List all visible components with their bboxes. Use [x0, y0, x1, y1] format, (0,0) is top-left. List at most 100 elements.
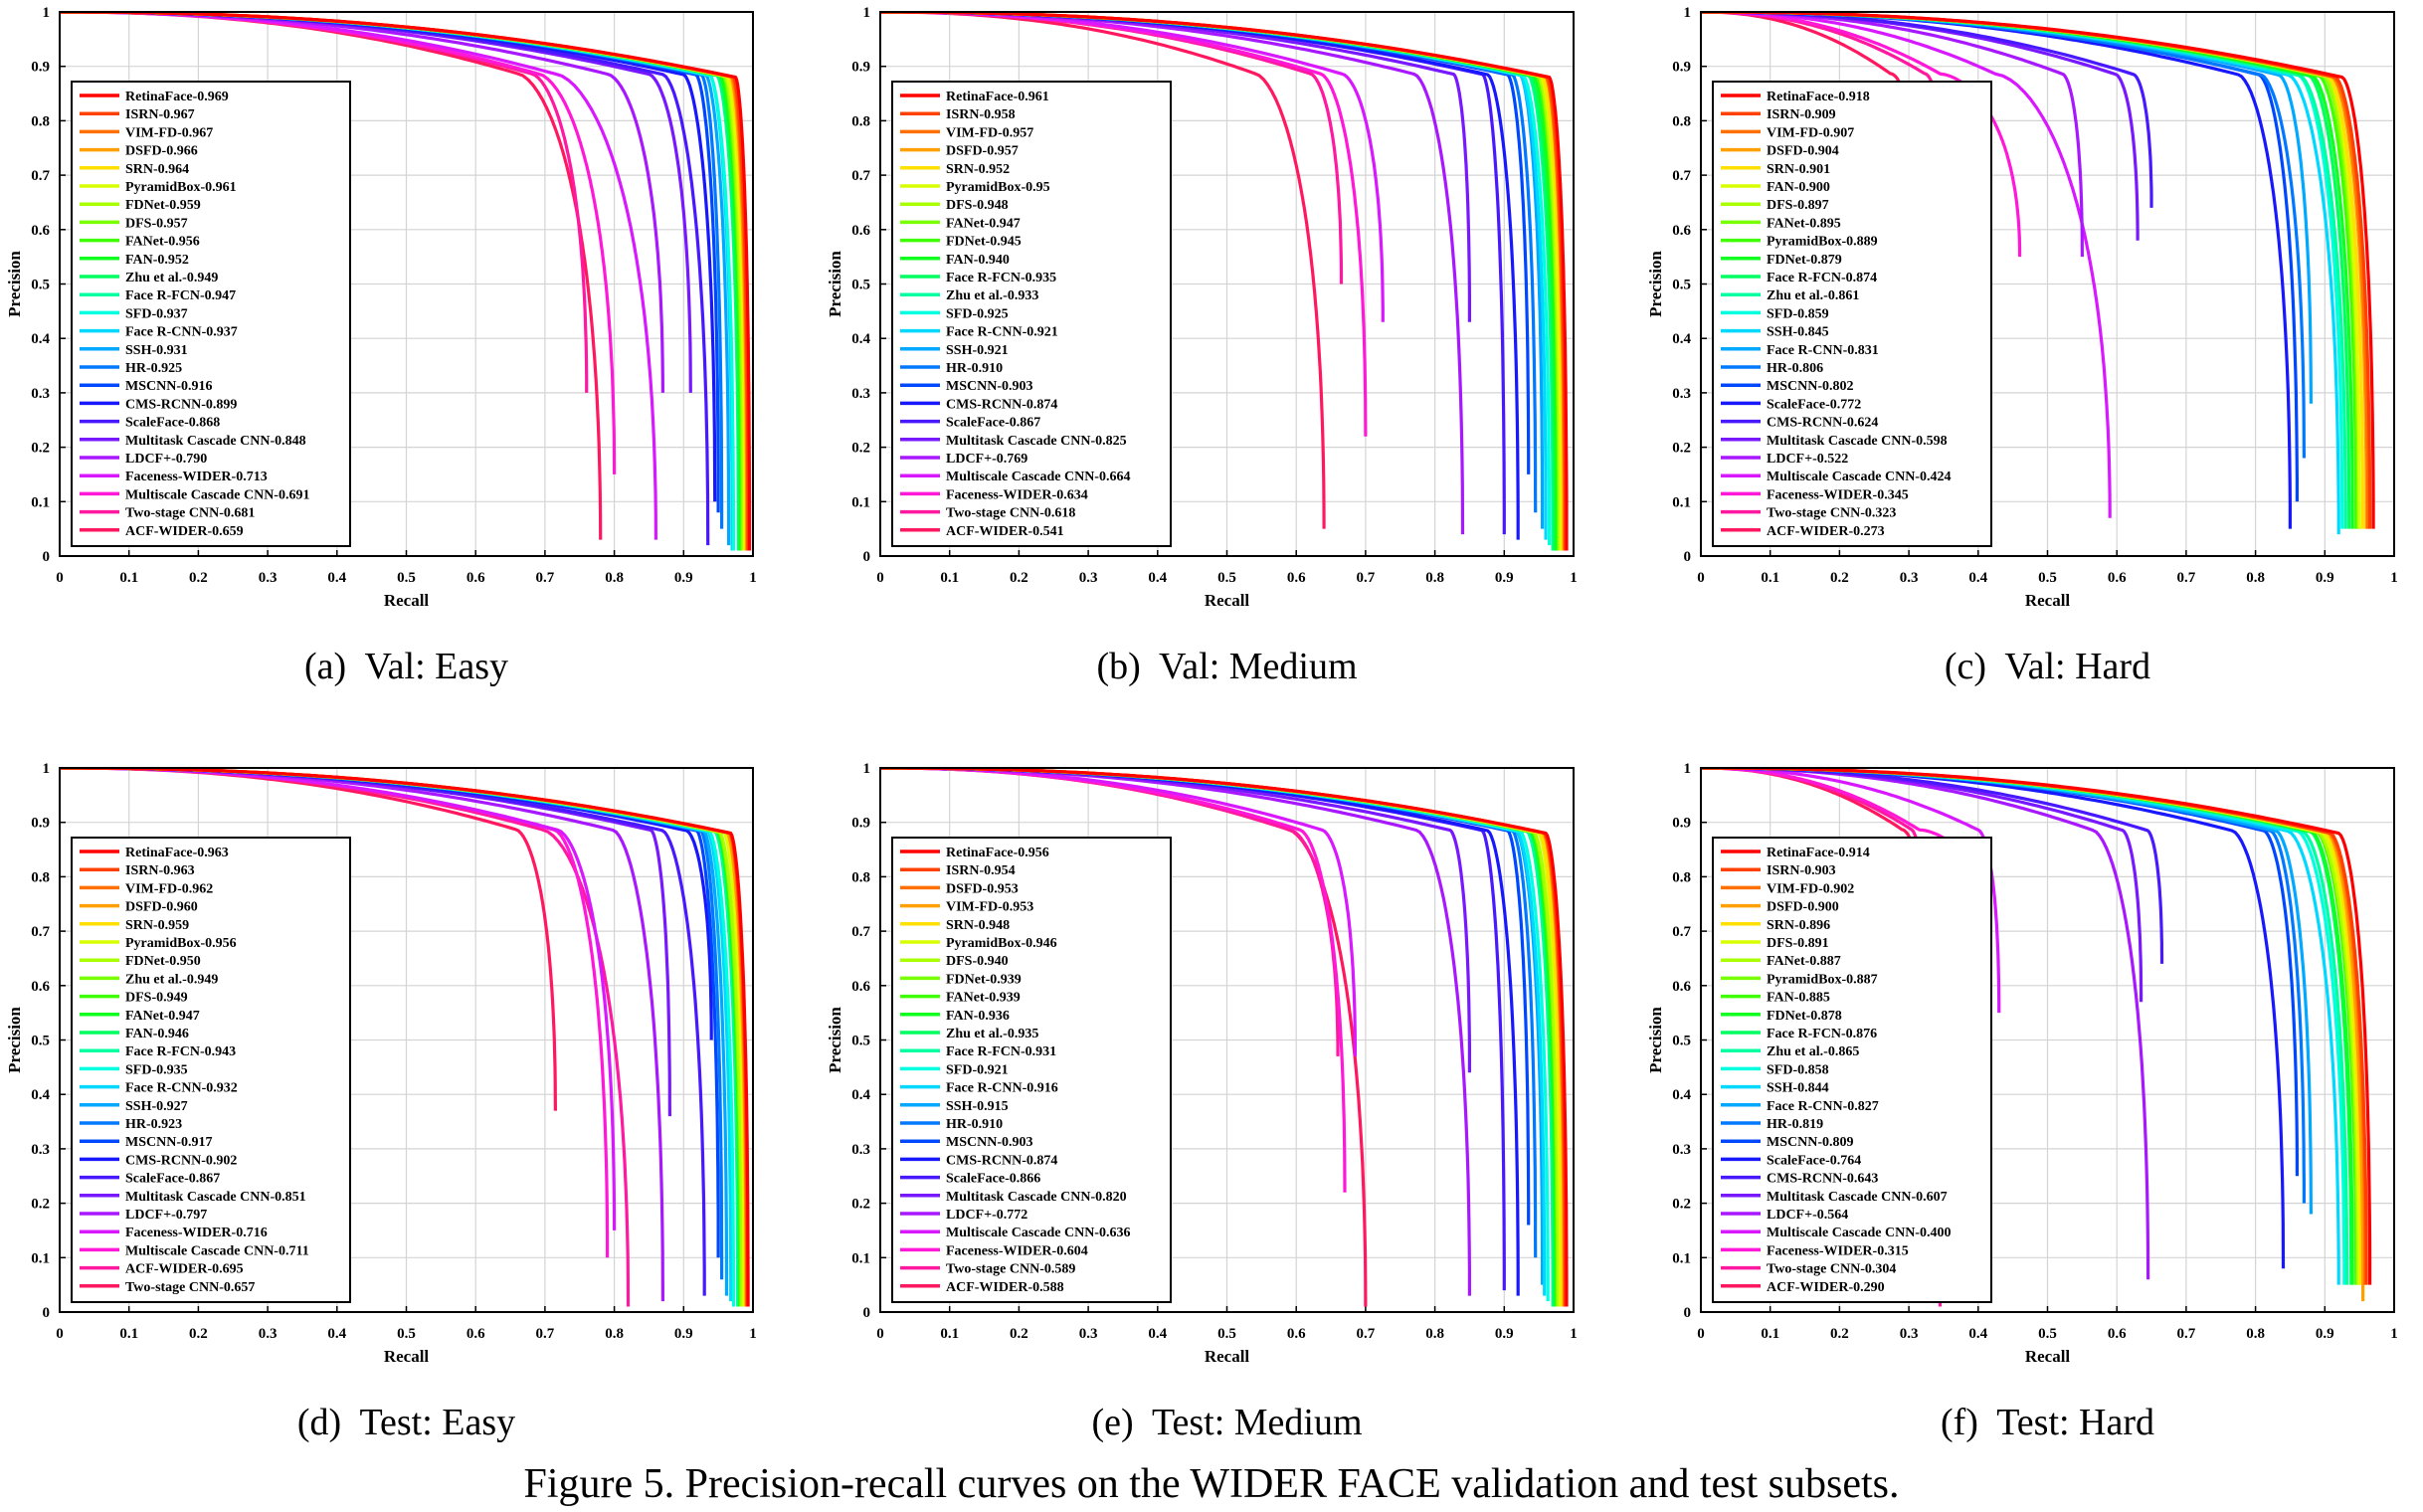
legend-entry: HR-0.819: [1767, 1117, 1823, 1132]
legend-entry: FAN-0.946: [125, 1027, 189, 1041]
y-tick-label: 0.1: [1672, 1250, 1691, 1266]
legend-entry: SFD-0.858: [1767, 1062, 1829, 1077]
x-tick-label: 0.6: [1287, 570, 1306, 586]
legend-entry: FANet-0.947: [946, 216, 1021, 231]
x-tick-label: 0.4: [1148, 570, 1167, 586]
x-tick-label: 0.5: [397, 1326, 416, 1342]
x-tick-label: 0.1: [1761, 570, 1779, 586]
x-axis-label: Recall: [384, 591, 430, 610]
legend-entry: SRN-0.959: [125, 918, 189, 933]
x-tick-label: 1: [1570, 1326, 1578, 1342]
x-tick-label: 0.3: [259, 1326, 278, 1342]
y-tick-label: 0: [43, 549, 51, 565]
x-tick-label: 0.5: [1217, 570, 1236, 586]
legend-entry: Multitask Cascade CNN-0.820: [946, 1190, 1127, 1205]
legend-entry: CMS-RCNN-0.643: [1767, 1172, 1878, 1187]
figure-caption: Figure 5. Precision-recall curves on the…: [523, 1461, 1900, 1507]
x-tick-label: 0.6: [466, 570, 485, 586]
legend-entry: Two-stage CNN-0.304: [1767, 1262, 1896, 1277]
y-tick-label: 0.2: [1672, 441, 1691, 457]
x-tick-label: 0.3: [1079, 1326, 1098, 1342]
y-tick-label: 0.3: [851, 386, 870, 402]
subcaption-3: (c) Val: Hard: [1944, 646, 2151, 687]
legend-entry: MSCNN-0.903: [946, 379, 1033, 394]
y-tick-label: 0.6: [1672, 223, 1691, 239]
legend-entry: PyramidBox-0.889: [1767, 235, 1878, 250]
x-tick-label: 0.2: [189, 570, 208, 586]
legend-entry: SFD-0.937: [125, 306, 188, 321]
series-line: [880, 768, 1569, 1307]
y-tick-label: 0: [1684, 549, 1692, 565]
legend-entry: DSFD-0.900: [1767, 900, 1839, 915]
x-tick-label: 0.4: [1968, 570, 1987, 586]
x-tick-label: 0: [56, 570, 64, 586]
legend-entry: Two-stage CNN-0.681: [125, 506, 255, 521]
x-tick-label: 0.5: [397, 570, 416, 586]
plot-frame: [59, 767, 754, 1313]
y-tick-label: 0.2: [31, 1197, 50, 1213]
y-tick-label: 0.3: [1672, 386, 1691, 402]
x-tick-label: 0.3: [259, 570, 278, 586]
legend-entry: Zhu et al.-0.861: [1767, 288, 1859, 303]
y-tick-label: 0.5: [851, 278, 870, 293]
legend-entry: ACF-WIDER-0.290: [1767, 1280, 1885, 1295]
x-tick-label: 0.8: [605, 1326, 624, 1342]
legend-entry: DSFD-0.957: [946, 144, 1019, 159]
legend-entry: Face R-CNN-0.932: [125, 1081, 238, 1096]
x-tick-label: 0.7: [1357, 570, 1376, 586]
y-tick-label: 0.8: [851, 869, 870, 885]
pr-chart-6: 0 0.1 0.2 0.3 0.4 0.5 0.6 0.7 0.8 0.9 1 0 0.1 0.2 0.3 0…: [1646, 761, 2398, 1366]
y-tick-label: 1: [863, 761, 871, 777]
legend-entry: RetinaFace-0.914: [1767, 846, 1870, 860]
x-axis-label: Recall: [1205, 591, 1250, 610]
y-tick-label: 0.5: [851, 1034, 870, 1049]
y-axis-label: Precision: [1646, 251, 1665, 317]
legend-entry: Zhu et al.-0.933: [946, 288, 1038, 303]
y-tick-label: 0.9: [851, 60, 870, 76]
x-tick-label: 0.8: [2246, 570, 2265, 586]
y-tick-label: 0.9: [31, 60, 50, 76]
legend-entry: ScaleFace-0.866: [946, 1172, 1040, 1187]
y-tick-label: 0.1: [31, 494, 50, 510]
legend-entry: SSH-0.844: [1767, 1081, 1829, 1096]
legend-entry: SSH-0.915: [946, 1099, 1009, 1114]
x-tick-label: 0.8: [1425, 570, 1444, 586]
legend-entry: SSH-0.927: [125, 1099, 188, 1114]
legend-entry: ACF-WIDER-0.695: [125, 1262, 244, 1277]
legend-entry: CMS-RCNN-0.899: [125, 397, 237, 412]
x-tick-label: 0.4: [1968, 1326, 1987, 1342]
y-tick-label: 0.4: [851, 1087, 870, 1103]
curves: [60, 768, 750, 1307]
pr-chart-2: 0 0.1 0.2 0.3 0.4 0.5 0.6 0.7 0.8 0.9 1 0 0.1 0.2 0.3 0…: [826, 5, 1578, 610]
legend-entry: MSCNN-0.916: [125, 379, 213, 394]
subcaption-5: (e) Test: Medium: [1091, 1402, 1363, 1443]
legend-entry: VIM-FD-0.967: [125, 125, 213, 140]
legend-entry: DFS-0.897: [1767, 198, 1829, 213]
x-tick-label: 0.4: [327, 1326, 346, 1342]
x-tick-label: 0.4: [1148, 1326, 1167, 1342]
y-tick-label: 0: [863, 1305, 871, 1321]
y-tick-label: 0.3: [851, 1142, 870, 1158]
legend-entry: HR-0.923: [125, 1117, 182, 1132]
x-axis-label: Recall: [1205, 1347, 1250, 1366]
legend-entry: SRN-0.948: [946, 918, 1010, 933]
plot-frame: [1700, 767, 2395, 1313]
y-tick-label: 0.6: [851, 223, 870, 239]
legend-entry: Two-stage CNN-0.589: [946, 1262, 1075, 1277]
x-tick-label: 0.5: [2038, 1326, 2057, 1342]
legend-entry: FAN-0.900: [1767, 180, 1830, 195]
y-tick-label: 0.6: [851, 979, 870, 995]
legend-entry: FDNet-0.959: [125, 198, 201, 213]
legend-entry: RetinaFace-0.956: [946, 846, 1049, 860]
x-tick-label: 0.1: [119, 1326, 138, 1342]
legend-entry: DFS-0.948: [946, 198, 1009, 213]
y-tick-label: 0.4: [851, 331, 870, 347]
legend-entry: SFD-0.859: [1767, 306, 1829, 321]
x-tick-label: 1: [2390, 570, 2398, 586]
y-tick-label: 0.2: [851, 441, 870, 457]
x-tick-label: 0.9: [2316, 570, 2334, 586]
legend-entry: MSCNN-0.903: [946, 1135, 1033, 1150]
x-tick-label: 0.1: [1761, 1326, 1779, 1342]
legend-entry: LDCF+-0.790: [125, 452, 207, 467]
